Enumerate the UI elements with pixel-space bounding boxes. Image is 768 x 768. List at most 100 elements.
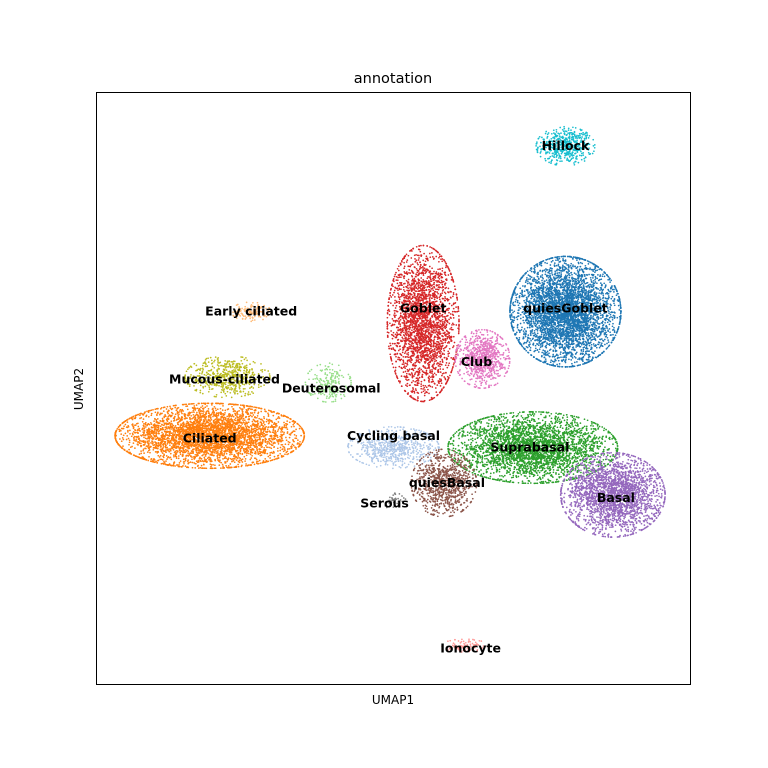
point (165, 438, 167, 441)
point (235, 459, 238, 461)
point (565, 130, 568, 133)
point (155, 432, 158, 435)
point (129, 432, 131, 435)
point (259, 437, 261, 440)
point (232, 311, 234, 313)
scatter-points (114, 125, 666, 653)
point (164, 422, 167, 425)
point (166, 464, 169, 466)
point (137, 432, 139, 434)
point (246, 405, 248, 407)
point (563, 132, 566, 135)
point (256, 301, 259, 304)
point (178, 462, 181, 464)
point (288, 447, 291, 450)
point (263, 304, 265, 307)
point (207, 361, 210, 363)
point (213, 360, 215, 363)
point (162, 446, 165, 449)
point (262, 435, 264, 437)
point (252, 317, 254, 319)
point (571, 153, 573, 155)
point (260, 451, 262, 454)
point (138, 437, 141, 440)
point (175, 409, 178, 412)
point (186, 454, 188, 457)
point (260, 421, 263, 424)
point (231, 365, 234, 368)
point (142, 443, 145, 446)
point (250, 427, 253, 430)
point (259, 454, 262, 457)
point (202, 407, 205, 410)
point (253, 411, 256, 414)
point (241, 410, 244, 413)
point (544, 146, 547, 148)
point (252, 440, 255, 443)
point (247, 315, 250, 318)
point (574, 135, 577, 138)
point (248, 417, 250, 420)
point (252, 414, 255, 416)
point (278, 427, 280, 429)
point (149, 421, 152, 424)
point (244, 307, 246, 310)
point (238, 387, 241, 390)
point (122, 427, 125, 430)
point (593, 150, 595, 153)
point (176, 421, 179, 424)
point (254, 450, 257, 453)
point (159, 446, 162, 448)
point (234, 311, 237, 314)
point (267, 309, 270, 312)
point (256, 436, 258, 439)
point (230, 424, 232, 427)
point (574, 160, 577, 163)
point (224, 409, 227, 412)
point (289, 417, 291, 420)
point (242, 444, 244, 446)
point (221, 423, 224, 426)
point (246, 464, 249, 467)
point (261, 442, 264, 445)
point (239, 365, 242, 368)
point (172, 464, 175, 467)
point (265, 420, 268, 423)
point (569, 146, 571, 149)
point (171, 425, 173, 427)
point (540, 141, 542, 144)
point (568, 134, 571, 136)
point (243, 422, 245, 424)
point (178, 464, 180, 466)
point (178, 465, 181, 468)
point (250, 320, 253, 323)
point (199, 416, 202, 419)
point (166, 419, 168, 422)
point (163, 453, 165, 456)
point (194, 407, 196, 410)
point (163, 461, 166, 464)
point (571, 146, 573, 149)
point (218, 456, 221, 459)
point (572, 149, 574, 151)
point (139, 430, 141, 432)
point (261, 438, 264, 441)
point (253, 406, 255, 408)
point (236, 310, 238, 313)
point (155, 442, 157, 445)
point (173, 444, 176, 446)
point (145, 445, 148, 447)
point (583, 139, 586, 141)
point (229, 423, 231, 425)
point (566, 157, 569, 160)
point (165, 447, 167, 449)
point (256, 426, 259, 429)
point (233, 369, 235, 371)
point (245, 443, 247, 446)
point (236, 410, 239, 413)
point (182, 449, 185, 452)
point (222, 465, 224, 468)
point (147, 415, 150, 418)
point (128, 448, 130, 451)
point (188, 461, 190, 464)
